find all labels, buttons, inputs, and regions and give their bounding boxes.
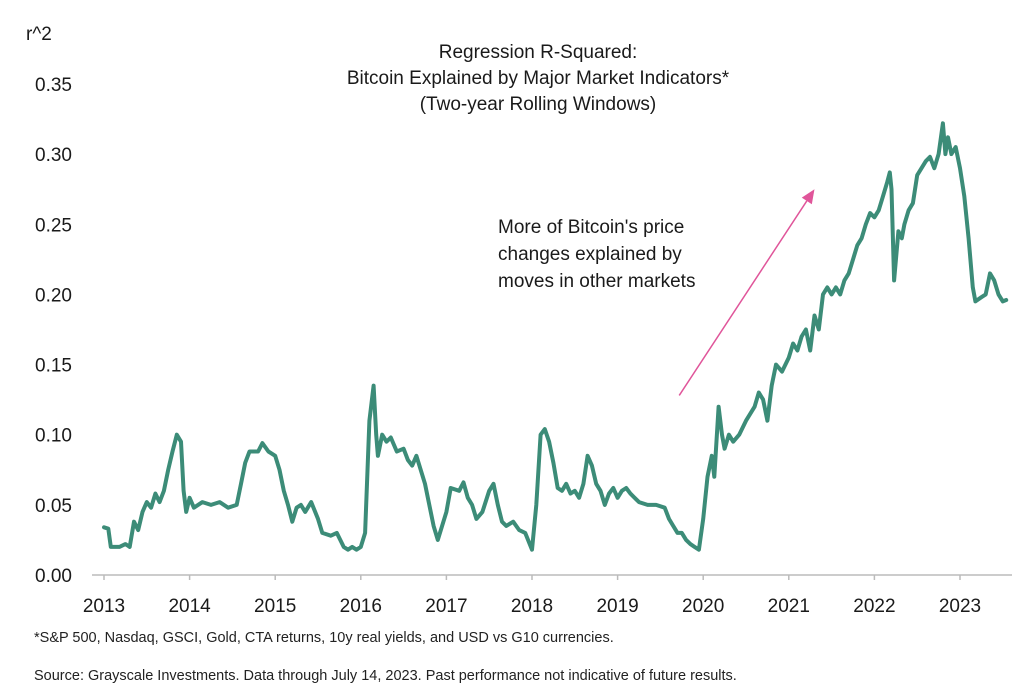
x-tick-label: 2021 — [768, 596, 810, 617]
x-tick-label: 2019 — [596, 596, 638, 617]
y-tick-label: 0.05 — [35, 496, 72, 517]
x-tick-marks — [103, 575, 961, 580]
annotation-arrow — [678, 200, 808, 396]
y-tick-labels: 0.00 0.05 0.10 0.15 0.20 0.25 0.30 0.35 — [35, 75, 72, 587]
title-line-2: Bitcoin Explained by Major Market Indica… — [347, 68, 730, 89]
x-tick-label: 2015 — [254, 596, 296, 617]
footnote-indicators: *S&P 500, Nasdaq, GSCI, Gold, CTA return… — [34, 630, 614, 646]
y-tick-label: 0.10 — [35, 426, 72, 447]
x-tick-label: 2017 — [425, 596, 467, 617]
annotation-line-1: More of Bitcoin's price — [498, 217, 684, 238]
annotation-text: More of Bitcoin's price changes explaine… — [498, 217, 695, 292]
x-tick-label: 2016 — [340, 596, 382, 617]
chart-title: Regression R-Squared: Bitcoin Explained … — [347, 42, 730, 115]
y-tick-label: 0.30 — [35, 145, 72, 166]
y-tick-label: 0.00 — [35, 566, 72, 587]
x-tick-label: 2023 — [939, 596, 981, 617]
annotation-line-3: moves in other markets — [498, 271, 695, 292]
x-tick-label: 2020 — [682, 596, 724, 617]
annotation-arrowhead — [801, 189, 815, 205]
x-tick-label: 2022 — [853, 596, 895, 617]
y-tick-label: 0.20 — [35, 285, 72, 306]
r-squared-chart: Regression R-Squared: Bitcoin Explained … — [26, 24, 1012, 617]
series-line-r-squared — [102, 121, 1009, 552]
y-axis-label: r^2 — [26, 24, 52, 45]
y-tick-label: 0.15 — [35, 356, 72, 377]
x-tick-label: 2014 — [168, 596, 211, 617]
footnote-source: Source: Grayscale Investments. Data thro… — [34, 668, 737, 684]
x-tick-label: 2018 — [511, 596, 553, 617]
x-tick-labels: 2013 2014 2015 2016 2017 2018 2019 2020 2021 2022… — [83, 596, 981, 617]
title-line-1: Regression R-Squared: — [439, 42, 638, 63]
x-tick-label: 2013 — [83, 596, 125, 617]
y-tick-label: 0.25 — [35, 215, 72, 236]
title-line-3: (Two-year Rolling Windows) — [420, 94, 657, 115]
y-tick-label: 0.35 — [35, 75, 72, 96]
annotation-line-2: changes explained by — [498, 244, 682, 265]
